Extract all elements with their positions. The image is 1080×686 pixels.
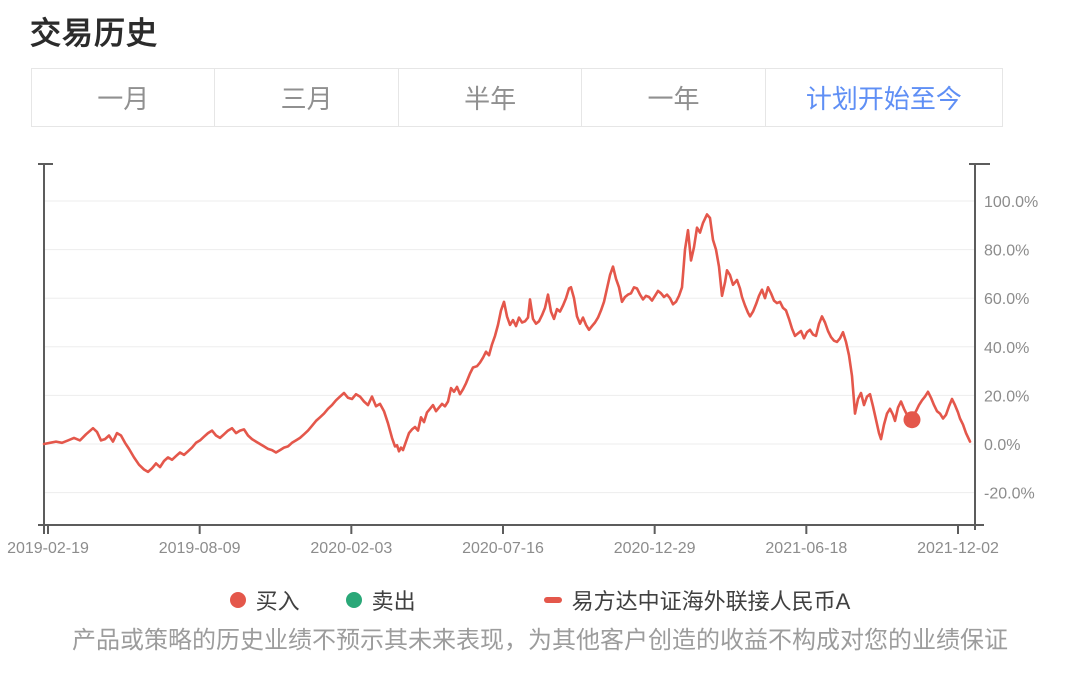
- tab-half-year[interactable]: 半年: [397, 69, 581, 126]
- performance-chart: 100.0% 80.0% 60.0% 40.0% 20.0% 0.0% -20.0% 2019…: [7, 163, 1038, 557]
- fund-line-icon: [543, 597, 562, 603]
- legend-label-sell: 卖出: [371, 589, 416, 614]
- legend-item-buy[interactable]: 买入: [229, 584, 300, 616]
- y-axis-label: 80.0%: [984, 243, 1029, 260]
- period-tabs: 一月 三月 半年 一年 计划开始至今: [31, 68, 1003, 127]
- performance-line: [42, 213, 972, 474]
- x-axis-label: 2020-12-29: [614, 540, 696, 557]
- legend-item-sell[interactable]: 卖出: [345, 584, 416, 616]
- x-axis-label: 2021-12-02: [917, 540, 999, 557]
- y-axis-label: 40.0%: [984, 340, 1029, 357]
- sell-dot-icon: [345, 592, 362, 608]
- y-axis-label: 0.0%: [984, 437, 1020, 454]
- chart-legend: 买入 卖出 易方达中证海外联接人民币A: [0, 584, 1080, 616]
- y-axis-label: 100.0%: [984, 194, 1038, 211]
- buy-dot-icon: [229, 592, 246, 608]
- x-axis-label: 2021-06-18: [765, 540, 847, 557]
- tab-one-year[interactable]: 一年: [581, 69, 764, 126]
- legend-label-buy: 买入: [255, 589, 300, 614]
- legend-label-fund: 易方达中证海外联接人民币A: [571, 589, 851, 614]
- tab-since-plan-start[interactable]: 计划开始至今: [764, 69, 1002, 126]
- y-axis-label: 20.0%: [984, 388, 1029, 405]
- x-axis-label: 2019-02-19: [7, 540, 89, 557]
- y-axis-label: -20.0%: [984, 486, 1035, 503]
- x-axis-label: 2020-07-16: [462, 540, 544, 557]
- x-axis-label: 2020-02-03: [310, 540, 392, 557]
- buy-point-marker[interactable]: [903, 411, 921, 429]
- legend-item-fund[interactable]: 易方达中证海外联接人民币A: [543, 584, 851, 616]
- x-axis-label: 2019-08-09: [159, 540, 241, 557]
- tab-three-months[interactable]: 三月: [214, 69, 397, 126]
- page-title: 交易历史: [30, 16, 158, 51]
- tab-one-month[interactable]: 一月: [97, 84, 150, 114]
- disclaimer-text: 产品或策略的历史业绩不预示其未来表现，为其他客户创造的收益不构成对您的业绩保证: [72, 627, 1008, 654]
- y-axis-label: 60.0%: [984, 291, 1029, 308]
